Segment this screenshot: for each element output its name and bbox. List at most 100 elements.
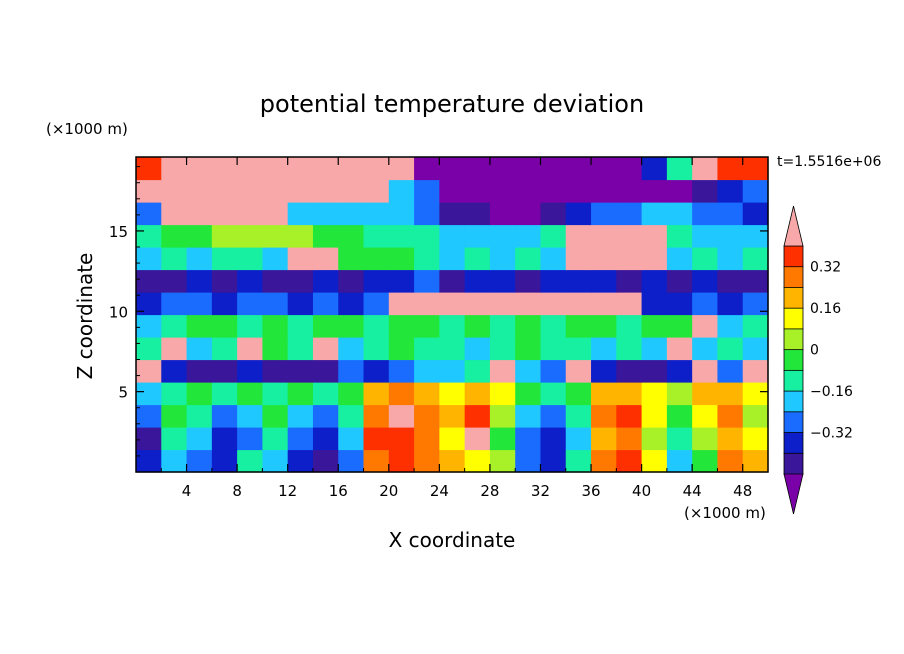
x-tick-label: 48 <box>733 482 752 500</box>
field-cell <box>717 382 744 406</box>
field-cell <box>414 247 440 271</box>
field-cell <box>338 224 365 248</box>
field-cell <box>237 247 263 271</box>
colorbar-tick-label: 0.32 <box>810 260 841 276</box>
y-axis: 5 10 15 <box>109 166 768 457</box>
field-cell <box>591 202 617 226</box>
field-cell <box>338 179 365 203</box>
field-cell <box>540 337 567 361</box>
field-cell <box>565 314 592 338</box>
field-cell <box>565 292 592 316</box>
field-cell <box>388 179 415 203</box>
field-cell <box>692 292 719 316</box>
field-cell <box>666 269 693 293</box>
field-cell <box>616 404 643 428</box>
field-cell <box>692 427 719 451</box>
field-cell <box>666 179 693 203</box>
field-cell <box>489 224 516 248</box>
field-cell <box>262 202 289 226</box>
colorbar-segment <box>783 307 804 330</box>
field-cell <box>363 359 390 383</box>
field-cell <box>161 314 188 338</box>
field-cell <box>742 269 769 293</box>
field-cell <box>717 449 744 473</box>
field-cell <box>464 404 491 428</box>
field-cell <box>136 269 162 293</box>
y-tick-label: 10 <box>109 303 128 321</box>
field-cell <box>262 247 289 271</box>
field-cell <box>565 337 592 361</box>
field-cell <box>312 404 339 428</box>
field-cell <box>161 157 188 181</box>
field-cell <box>540 269 567 293</box>
field-cell <box>464 202 491 226</box>
x-tick-label: 12 <box>278 482 297 500</box>
field-cell <box>161 337 188 361</box>
field-cell <box>439 157 466 181</box>
x-tick-label: 40 <box>632 482 651 500</box>
field-cell <box>338 337 365 361</box>
field-cell <box>414 269 440 293</box>
x-tick-label: 24 <box>430 482 449 500</box>
field-cell <box>414 179 440 203</box>
field-cell <box>211 427 238 451</box>
field-cell <box>262 292 289 316</box>
field-cell <box>262 157 289 181</box>
x-axis-label: X coordinate <box>389 528 516 552</box>
field-cell <box>136 337 162 361</box>
field-cell <box>540 359 567 383</box>
field-cell <box>540 247 567 271</box>
field-cell <box>717 202 744 226</box>
field-cell <box>641 292 668 316</box>
field-cell <box>338 269 365 293</box>
field-cell <box>363 292 390 316</box>
field-cell <box>338 247 365 271</box>
field-cell <box>414 449 440 473</box>
field-cell <box>312 247 339 271</box>
field-cell <box>363 404 390 428</box>
field-cell <box>489 449 516 473</box>
field-cell <box>591 224 617 248</box>
field-cell <box>136 404 162 428</box>
field-cell <box>161 247 188 271</box>
field-cell <box>489 157 516 181</box>
y-axis-unit: (×1000 m) <box>46 120 128 138</box>
colorbar-segment <box>783 328 804 351</box>
field-cell <box>540 427 567 451</box>
field-cell <box>262 404 289 428</box>
field-cell <box>136 224 162 248</box>
field-cell <box>666 337 693 361</box>
field-cell <box>540 449 567 473</box>
field-cell <box>287 269 314 293</box>
field-cell <box>692 202 719 226</box>
field-cell <box>414 427 440 451</box>
field-cell <box>489 292 516 316</box>
field-cell <box>641 449 668 473</box>
field-cell <box>565 202 592 226</box>
field-cell <box>591 269 617 293</box>
field-cell <box>136 247 162 271</box>
x-tick-label: 16 <box>329 482 348 500</box>
colorbar-segment <box>783 390 804 413</box>
field-cell <box>211 337 238 361</box>
field-cell <box>540 179 567 203</box>
field-cell <box>414 292 440 316</box>
field-cell <box>489 404 516 428</box>
field-cell <box>641 382 668 406</box>
field-cell <box>742 247 769 271</box>
field-cell <box>565 224 592 248</box>
field-cell <box>591 247 617 271</box>
field-cell <box>439 292 466 316</box>
field-cell <box>717 427 744 451</box>
colorbar-tick-label: −0.16 <box>810 384 853 400</box>
field-cell <box>338 449 365 473</box>
x-tick-label: 20 <box>379 482 398 500</box>
field-cell <box>186 157 213 181</box>
plot-frame <box>135 156 769 473</box>
field-cell <box>489 427 516 451</box>
field-cell <box>388 292 415 316</box>
field-cell <box>742 224 769 248</box>
field-cell <box>616 382 643 406</box>
field-cell <box>439 179 466 203</box>
